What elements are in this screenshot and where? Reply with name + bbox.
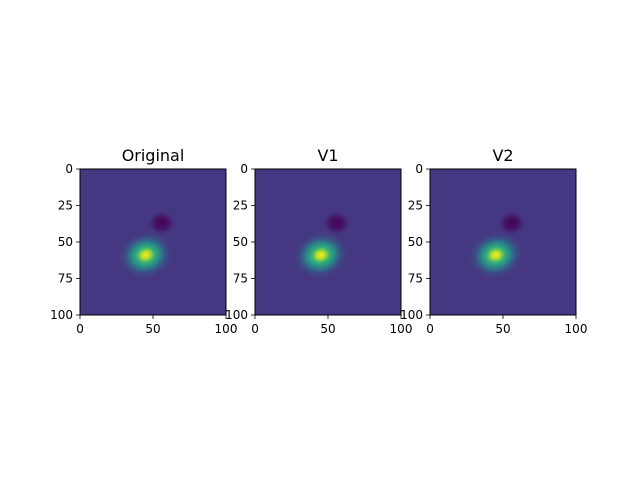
heatmap-trough [321, 210, 352, 237]
heatmap-trough [496, 210, 527, 237]
y-axis: 0 25 50 75 100 [50, 162, 80, 322]
x-tick-label: 0 [76, 322, 84, 336]
y-tick-label: 100 [50, 308, 73, 322]
x-tick-label: 100 [390, 322, 413, 336]
panel-original: Original 0 25 50 75 100 0 50 100 [50, 146, 237, 336]
panel-title: V2 [492, 146, 513, 165]
y-tick-label: 0 [240, 162, 248, 176]
y-tick-label: 50 [233, 235, 248, 249]
heatmap-image [430, 169, 576, 315]
y-tick-label: 25 [58, 199, 73, 213]
heatmap-trough [146, 210, 177, 237]
x-tick-label: 100 [565, 322, 588, 336]
x-tick-label: 0 [426, 322, 434, 336]
y-tick-label: 25 [408, 199, 423, 213]
y-tick-label: 75 [408, 272, 423, 286]
x-axis: 0 50 100 [251, 315, 412, 336]
y-tick-label: 50 [408, 235, 423, 249]
heatmap-peak [116, 229, 176, 281]
panel-title: Original [122, 146, 185, 165]
y-tick-label: 0 [415, 162, 423, 176]
y-tick-label: 25 [233, 199, 248, 213]
y-tick-label: 100 [225, 308, 248, 322]
heatmap-image [80, 169, 226, 315]
x-axis: 0 50 100 [426, 315, 587, 336]
y-axis: 0 25 50 75 100 [400, 162, 430, 322]
panel-v2: V2 0 25 50 75 100 0 50 100 [400, 146, 587, 336]
y-tick-label: 75 [58, 272, 73, 286]
y-tick-label: 0 [65, 162, 73, 176]
y-tick-label: 75 [233, 272, 248, 286]
x-tick-label: 50 [495, 322, 510, 336]
heatmap-image [255, 169, 401, 315]
x-axis: 0 50 100 [76, 315, 237, 336]
y-tick-label: 100 [400, 308, 423, 322]
y-axis: 0 25 50 75 100 [225, 162, 255, 322]
panel-title: V1 [317, 146, 338, 165]
x-tick-label: 0 [251, 322, 259, 336]
heatmap-peak [466, 229, 526, 281]
heatmap-peak [291, 229, 351, 281]
x-tick-label: 50 [320, 322, 335, 336]
panel-v1: V1 0 25 50 75 100 0 50 100 [225, 146, 412, 336]
x-tick-label: 50 [145, 322, 160, 336]
x-tick-label: 100 [215, 322, 238, 336]
y-tick-label: 50 [58, 235, 73, 249]
